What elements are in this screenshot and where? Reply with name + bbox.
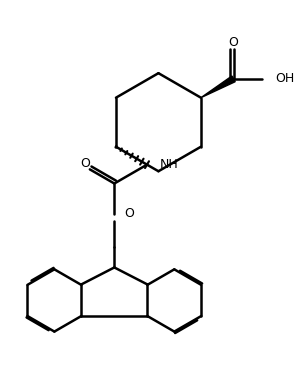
Text: OH: OH	[275, 72, 294, 85]
Text: O: O	[124, 207, 134, 220]
Text: O: O	[80, 157, 90, 170]
Text: NH: NH	[160, 158, 179, 171]
Text: O: O	[229, 36, 238, 48]
Polygon shape	[201, 76, 235, 98]
